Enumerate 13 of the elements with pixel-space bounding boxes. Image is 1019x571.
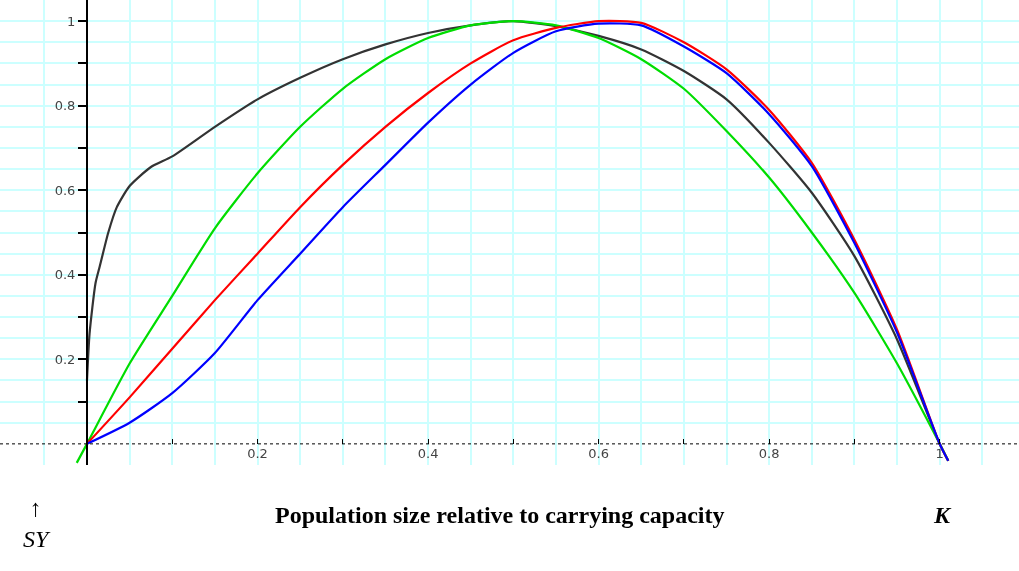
x-axis-title: Population size relative to carrying capacity [275, 502, 725, 528]
y-tick-label: 0.8 [54, 98, 76, 114]
y-tick-label: 0.2 [54, 351, 76, 367]
x-tick-label: 0.6 [588, 445, 609, 461]
text: K [933, 502, 952, 528]
x-tick-label: 0.8 [758, 445, 780, 461]
text: ↑ SY [23, 495, 51, 553]
x-tick-label: 1 [935, 445, 944, 461]
y-tick-label: 1 [67, 13, 76, 29]
x-tick-label: 0.4 [417, 445, 439, 461]
y-tick-label: 0.4 [54, 267, 76, 283]
y-tick-label: 0.6 [54, 182, 76, 198]
x-tick-label: 0.2 [247, 445, 268, 461]
